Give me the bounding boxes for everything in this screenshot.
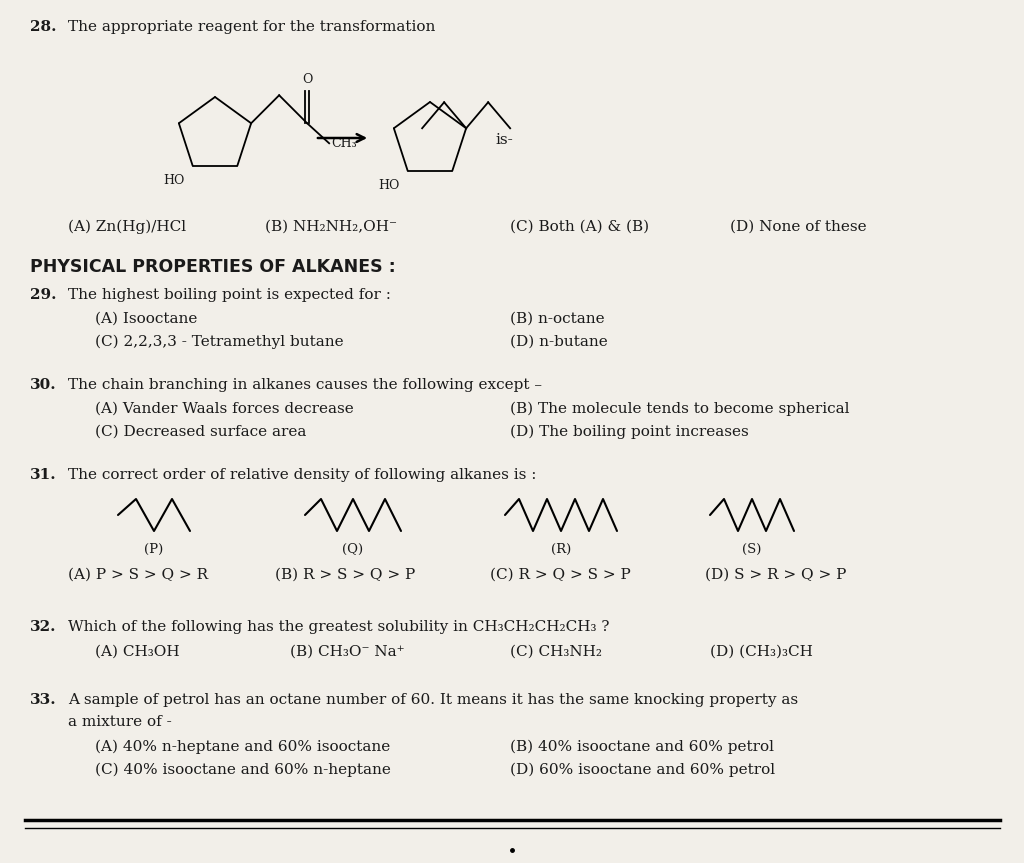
- Text: (B) The molecule tends to become spherical: (B) The molecule tends to become spheric…: [510, 402, 850, 416]
- Text: (D) 60% isooctane and 60% petrol: (D) 60% isooctane and 60% petrol: [510, 763, 775, 778]
- Text: The appropriate reagent for the transformation: The appropriate reagent for the transfor…: [68, 20, 435, 34]
- Text: 29.: 29.: [30, 288, 56, 302]
- Text: (D) None of these: (D) None of these: [730, 220, 866, 234]
- Text: The highest boiling point is expected for :: The highest boiling point is expected fo…: [68, 288, 391, 302]
- Text: (Q): (Q): [342, 543, 364, 556]
- Text: (B) NH₂NH₂,OH⁻: (B) NH₂NH₂,OH⁻: [265, 220, 397, 234]
- Text: (A) 40% n-heptane and 60% isooctane: (A) 40% n-heptane and 60% isooctane: [95, 740, 390, 754]
- Text: HO: HO: [163, 173, 184, 186]
- Text: (D) n-butane: (D) n-butane: [510, 335, 608, 349]
- Text: O: O: [302, 73, 312, 86]
- Text: (A) P > S > Q > R: (A) P > S > Q > R: [68, 568, 208, 582]
- Text: 32.: 32.: [30, 620, 56, 634]
- Text: A sample of petrol has an octane number of 60. It means it has the same knocking: A sample of petrol has an octane number …: [68, 693, 798, 707]
- Text: PHYSICAL PROPERTIES OF ALKANES :: PHYSICAL PROPERTIES OF ALKANES :: [30, 258, 395, 276]
- Text: (R): (R): [551, 543, 571, 556]
- Text: (D) (CH₃)₃CH: (D) (CH₃)₃CH: [710, 645, 813, 659]
- Text: (C) Decreased surface area: (C) Decreased surface area: [95, 425, 306, 439]
- Text: (D) S > R > Q > P: (D) S > R > Q > P: [705, 568, 847, 582]
- Text: HO: HO: [378, 179, 399, 192]
- Text: (B) 40% isooctane and 60% petrol: (B) 40% isooctane and 60% petrol: [510, 740, 774, 754]
- Text: (A) Isooctane: (A) Isooctane: [95, 312, 198, 326]
- Text: (C) CH₃NH₂: (C) CH₃NH₂: [510, 645, 602, 659]
- Text: (C) Both (A) & (B): (C) Both (A) & (B): [510, 220, 649, 234]
- Text: Which of the following has the greatest solubility in CH₃CH₂CH₂CH₃ ?: Which of the following has the greatest …: [68, 620, 609, 634]
- Text: (B) n-octane: (B) n-octane: [510, 312, 604, 326]
- Text: (B) CH₃O⁻ Na⁺: (B) CH₃O⁻ Na⁺: [290, 645, 404, 659]
- Text: (C) 2,2,3,3 - Tetramethyl butane: (C) 2,2,3,3 - Tetramethyl butane: [95, 335, 344, 350]
- Text: (C) 40% isooctane and 60% n-heptane: (C) 40% isooctane and 60% n-heptane: [95, 763, 391, 778]
- Text: (D) The boiling point increases: (D) The boiling point increases: [510, 425, 749, 439]
- Text: 30.: 30.: [30, 378, 56, 392]
- Text: 33.: 33.: [30, 693, 56, 707]
- Text: (A) Zn(Hg)/HCl: (A) Zn(Hg)/HCl: [68, 220, 186, 235]
- Text: The correct order of relative density of following alkanes is :: The correct order of relative density of…: [68, 468, 537, 482]
- Text: CH₃: CH₃: [331, 136, 356, 150]
- Text: (A) Vander Waals forces decrease: (A) Vander Waals forces decrease: [95, 402, 353, 416]
- Text: (S): (S): [742, 543, 762, 556]
- Text: 31.: 31.: [30, 468, 56, 482]
- Text: (A) CH₃OH: (A) CH₃OH: [95, 645, 179, 659]
- Text: is-: is-: [495, 133, 513, 147]
- Text: 28.: 28.: [30, 20, 56, 34]
- Text: (P): (P): [144, 543, 164, 556]
- Text: a mixture of -: a mixture of -: [68, 715, 172, 729]
- Text: (B) R > S > Q > P: (B) R > S > Q > P: [275, 568, 416, 582]
- Text: (C) R > Q > S > P: (C) R > Q > S > P: [490, 568, 631, 582]
- Text: The chain branching in alkanes causes the following except –: The chain branching in alkanes causes th…: [68, 378, 542, 392]
